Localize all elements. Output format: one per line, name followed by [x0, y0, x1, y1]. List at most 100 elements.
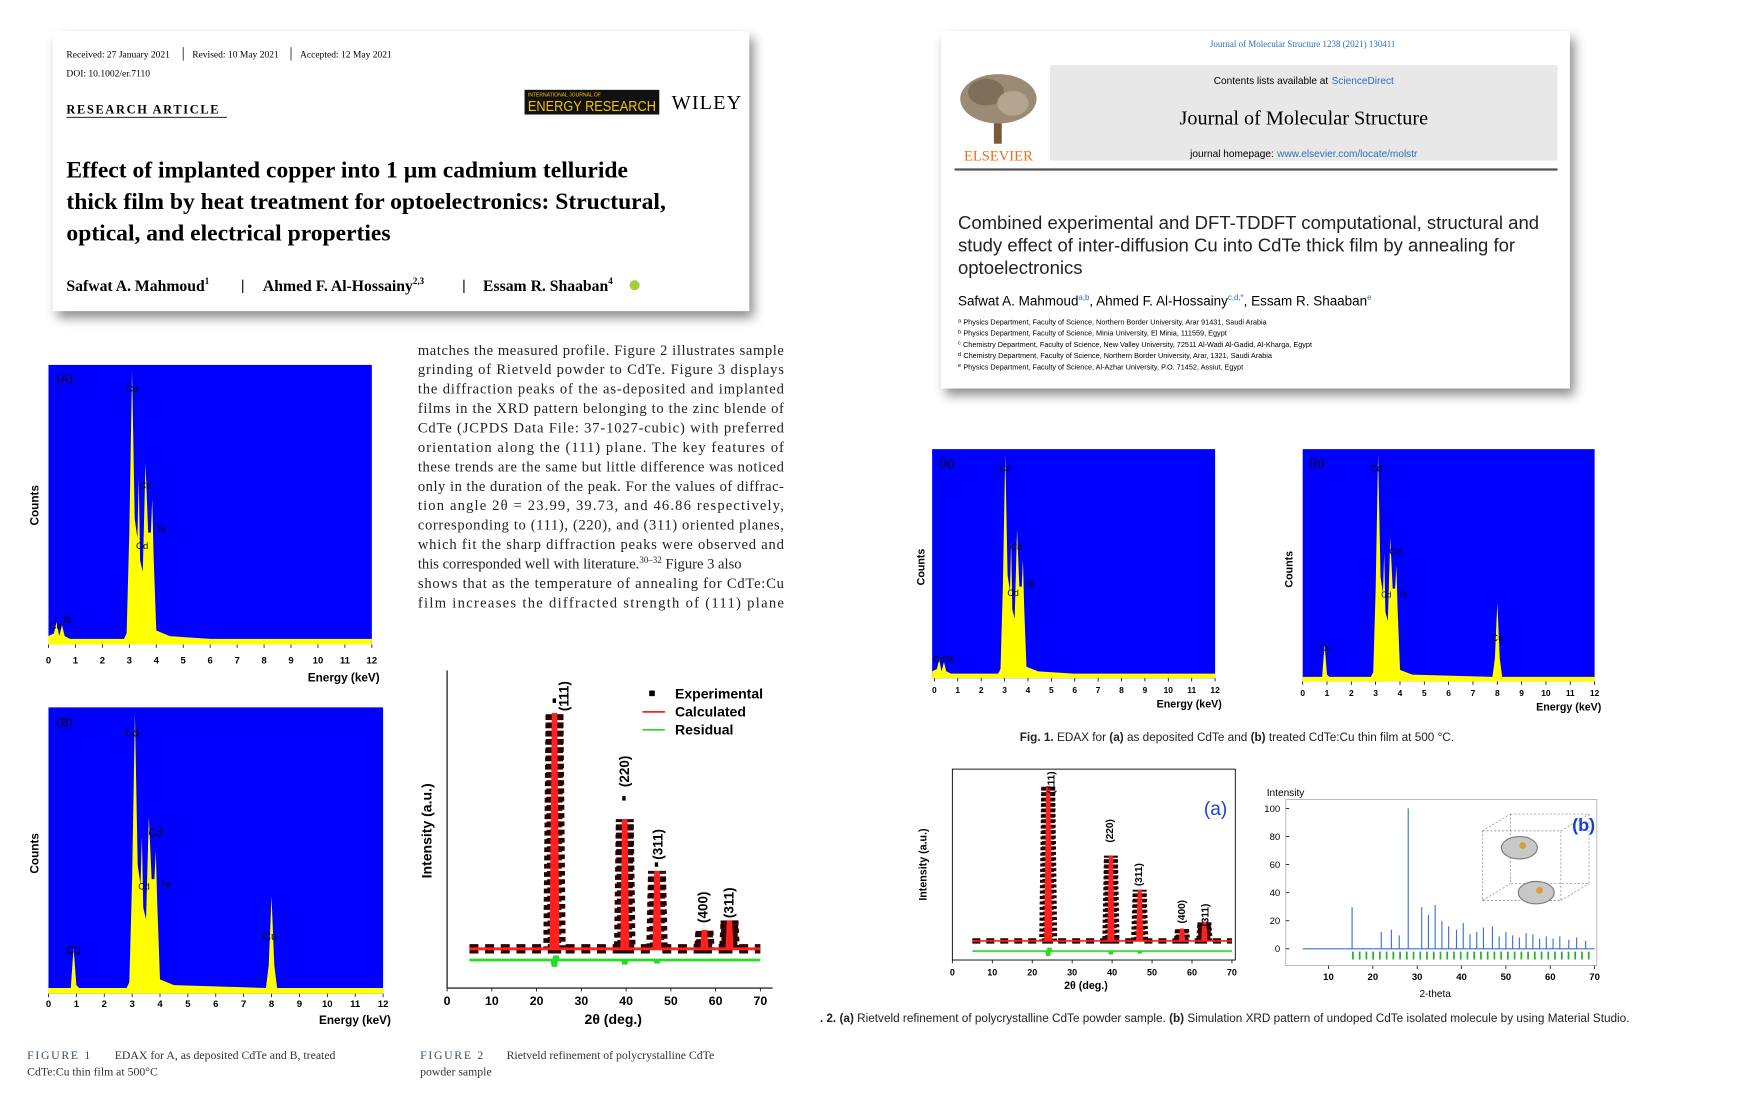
author-sup: e [1367, 293, 1372, 302]
tick-label: 40 [1107, 968, 1117, 978]
caption-part: Simulation XRD pattern of undoped CdTe i… [1184, 1012, 1629, 1025]
caption-line: powder sample [420, 1066, 492, 1079]
tick-label: 12 [1590, 688, 1600, 698]
journal-box [1050, 65, 1558, 161]
peak-label: Cd [136, 541, 148, 552]
tick-label: 0 [46, 999, 51, 1010]
tick-label: 10 [313, 656, 324, 667]
peak-label: Te [1025, 579, 1034, 589]
caption-label: FIGURE 2 [420, 1049, 485, 1062]
molecule [1517, 880, 1555, 905]
peak-labels: Cd Cd Te Cd Cd Te [50, 384, 167, 632]
title-line: Effect of implanted copper into 1 µm cad… [66, 157, 628, 183]
body-part: this corresponded well with literature. [418, 556, 639, 572]
left-captions: FIGURE 1 EDAX for A, as deposited CdTe a… [27, 1049, 714, 1079]
peak-labels: Cd Cd Te Cd Cu Cu [1320, 464, 1504, 655]
peak-label: Cd [50, 621, 62, 632]
tick-label: 9 [288, 656, 293, 667]
tick-label: 8 [261, 656, 266, 667]
plot-area [48, 364, 372, 645]
contents-text: Contents lists available at [1214, 76, 1329, 87]
tick-label: 3 [1002, 685, 1007, 695]
panel-label: (A) [56, 372, 72, 386]
y-label: Intensity (a.u.) [918, 828, 930, 901]
tick-label: 7 [1471, 688, 1476, 698]
experimental [972, 786, 1232, 941]
peak-labels: Cd Cd Te Cd Cd Te [933, 464, 1035, 665]
peak-label: Cd [1011, 542, 1022, 552]
tick-label: 60 [1187, 968, 1197, 978]
tick-label: 50 [1147, 968, 1157, 978]
peak-label: (311) [721, 887, 736, 918]
body-line: films in the XRD pattern belonging to th… [418, 401, 784, 417]
x-label: 2θ (deg.) [585, 1011, 642, 1027]
peak-label: Cd [1381, 590, 1391, 599]
tick-label: 70 [753, 994, 767, 1008]
sciencedirect: ScienceDirect [1332, 76, 1394, 87]
panel-label: (a) [939, 456, 954, 470]
caption-part: Fig. 1. [1020, 731, 1054, 744]
peak-labels: (111) (220) (311) (400) (311) [1047, 771, 1212, 926]
peak-label: Cd [1000, 464, 1011, 474]
tick-label: 0 [1275, 944, 1280, 955]
tick-label: 6 [1446, 688, 1451, 698]
marker [552, 698, 556, 703]
x-label: 2θ (deg.) [1064, 980, 1108, 992]
tick-label: 9 [1519, 688, 1524, 698]
authors: Safwat A. Mahmouda,b, Ahmed F. Al-Hossai… [958, 293, 1372, 309]
tick-label: 4 [157, 999, 163, 1010]
panel-label: (b) [1572, 815, 1595, 835]
panel-label: (b) [1309, 456, 1324, 470]
caption-part: EDAX for [1054, 731, 1106, 744]
xrd-fig2: (111) (220) (311) (400) (311) Experiment… [418, 670, 773, 1027]
cell-edges [1482, 813, 1590, 901]
tick-label: 1 [73, 656, 79, 667]
tick-label: 11 [350, 999, 361, 1010]
peak-label: Cd [126, 384, 138, 395]
caption: Fig. 1. EDAX for (a) as deposited CdTe a… [1020, 731, 1454, 744]
affiliation-mark: e [958, 363, 961, 369]
tick-label: 10 [1323, 972, 1334, 983]
atom [1519, 842, 1527, 849]
caption-line: EDAX for A, as deposited CdTe and B, tre… [115, 1049, 336, 1062]
body-line: tion angle 2θ = 23.99, 39.73, and 46.86 … [418, 498, 784, 514]
peak-label: (220) [617, 756, 632, 787]
tick-label: 12 [378, 999, 389, 1010]
peak-label: Te [944, 654, 953, 664]
peak-label: (311) [651, 829, 666, 860]
right-header: Journal of Molecular Structure 1238 (202… [941, 31, 1570, 389]
y-label: Counts [28, 485, 41, 526]
tick-label: 10 [1164, 685, 1174, 695]
author-name: , Essam R. Shaaban [1244, 293, 1368, 308]
caption-part: . 2. [820, 1012, 836, 1025]
affiliation-mark: c [958, 341, 961, 347]
caption-part: treated CdTe:Cu thin film at 500 °C. [1266, 731, 1454, 744]
caption-label: FIGURE 1 [27, 1049, 92, 1062]
residual [970, 945, 1234, 959]
tick-label: 40 [1456, 972, 1467, 983]
legend-label: Experimental [675, 685, 763, 701]
frame [951, 768, 1236, 961]
journal-name: ENERGY RESEARCH [528, 99, 656, 115]
revised: Revised: 10 May 2021 [192, 49, 279, 60]
author-sup: 1 [205, 276, 210, 286]
received: Received: 27 January 2021 [66, 49, 170, 60]
tick-label: 4 [1398, 688, 1403, 698]
peak-label: Cd [139, 480, 151, 491]
tick-label: 6 [208, 656, 213, 667]
card [52, 31, 750, 312]
peak-label: (400) [1177, 900, 1188, 924]
tick-label: 4 [154, 656, 160, 667]
tick-label: 5 [1049, 685, 1054, 695]
journal-small: INTERNATIONAL JOURNAL OF [528, 93, 601, 99]
legend-label: Residual [675, 721, 733, 737]
author-name: , Ahmed F. Al-Hossainy [1089, 293, 1228, 308]
author-name: Safwat A. Mahmoud [958, 293, 1079, 308]
affiliation-text: Chemistry Department, Faculty of Science… [963, 351, 1273, 360]
elsevier-tree [960, 74, 1037, 144]
caption-line: CdTe:Cu thin film at 500°C [27, 1066, 158, 1079]
affiliation: e Physics Department, Faculty of Science,… [958, 362, 1243, 371]
tick-label: 30 [1067, 968, 1077, 978]
